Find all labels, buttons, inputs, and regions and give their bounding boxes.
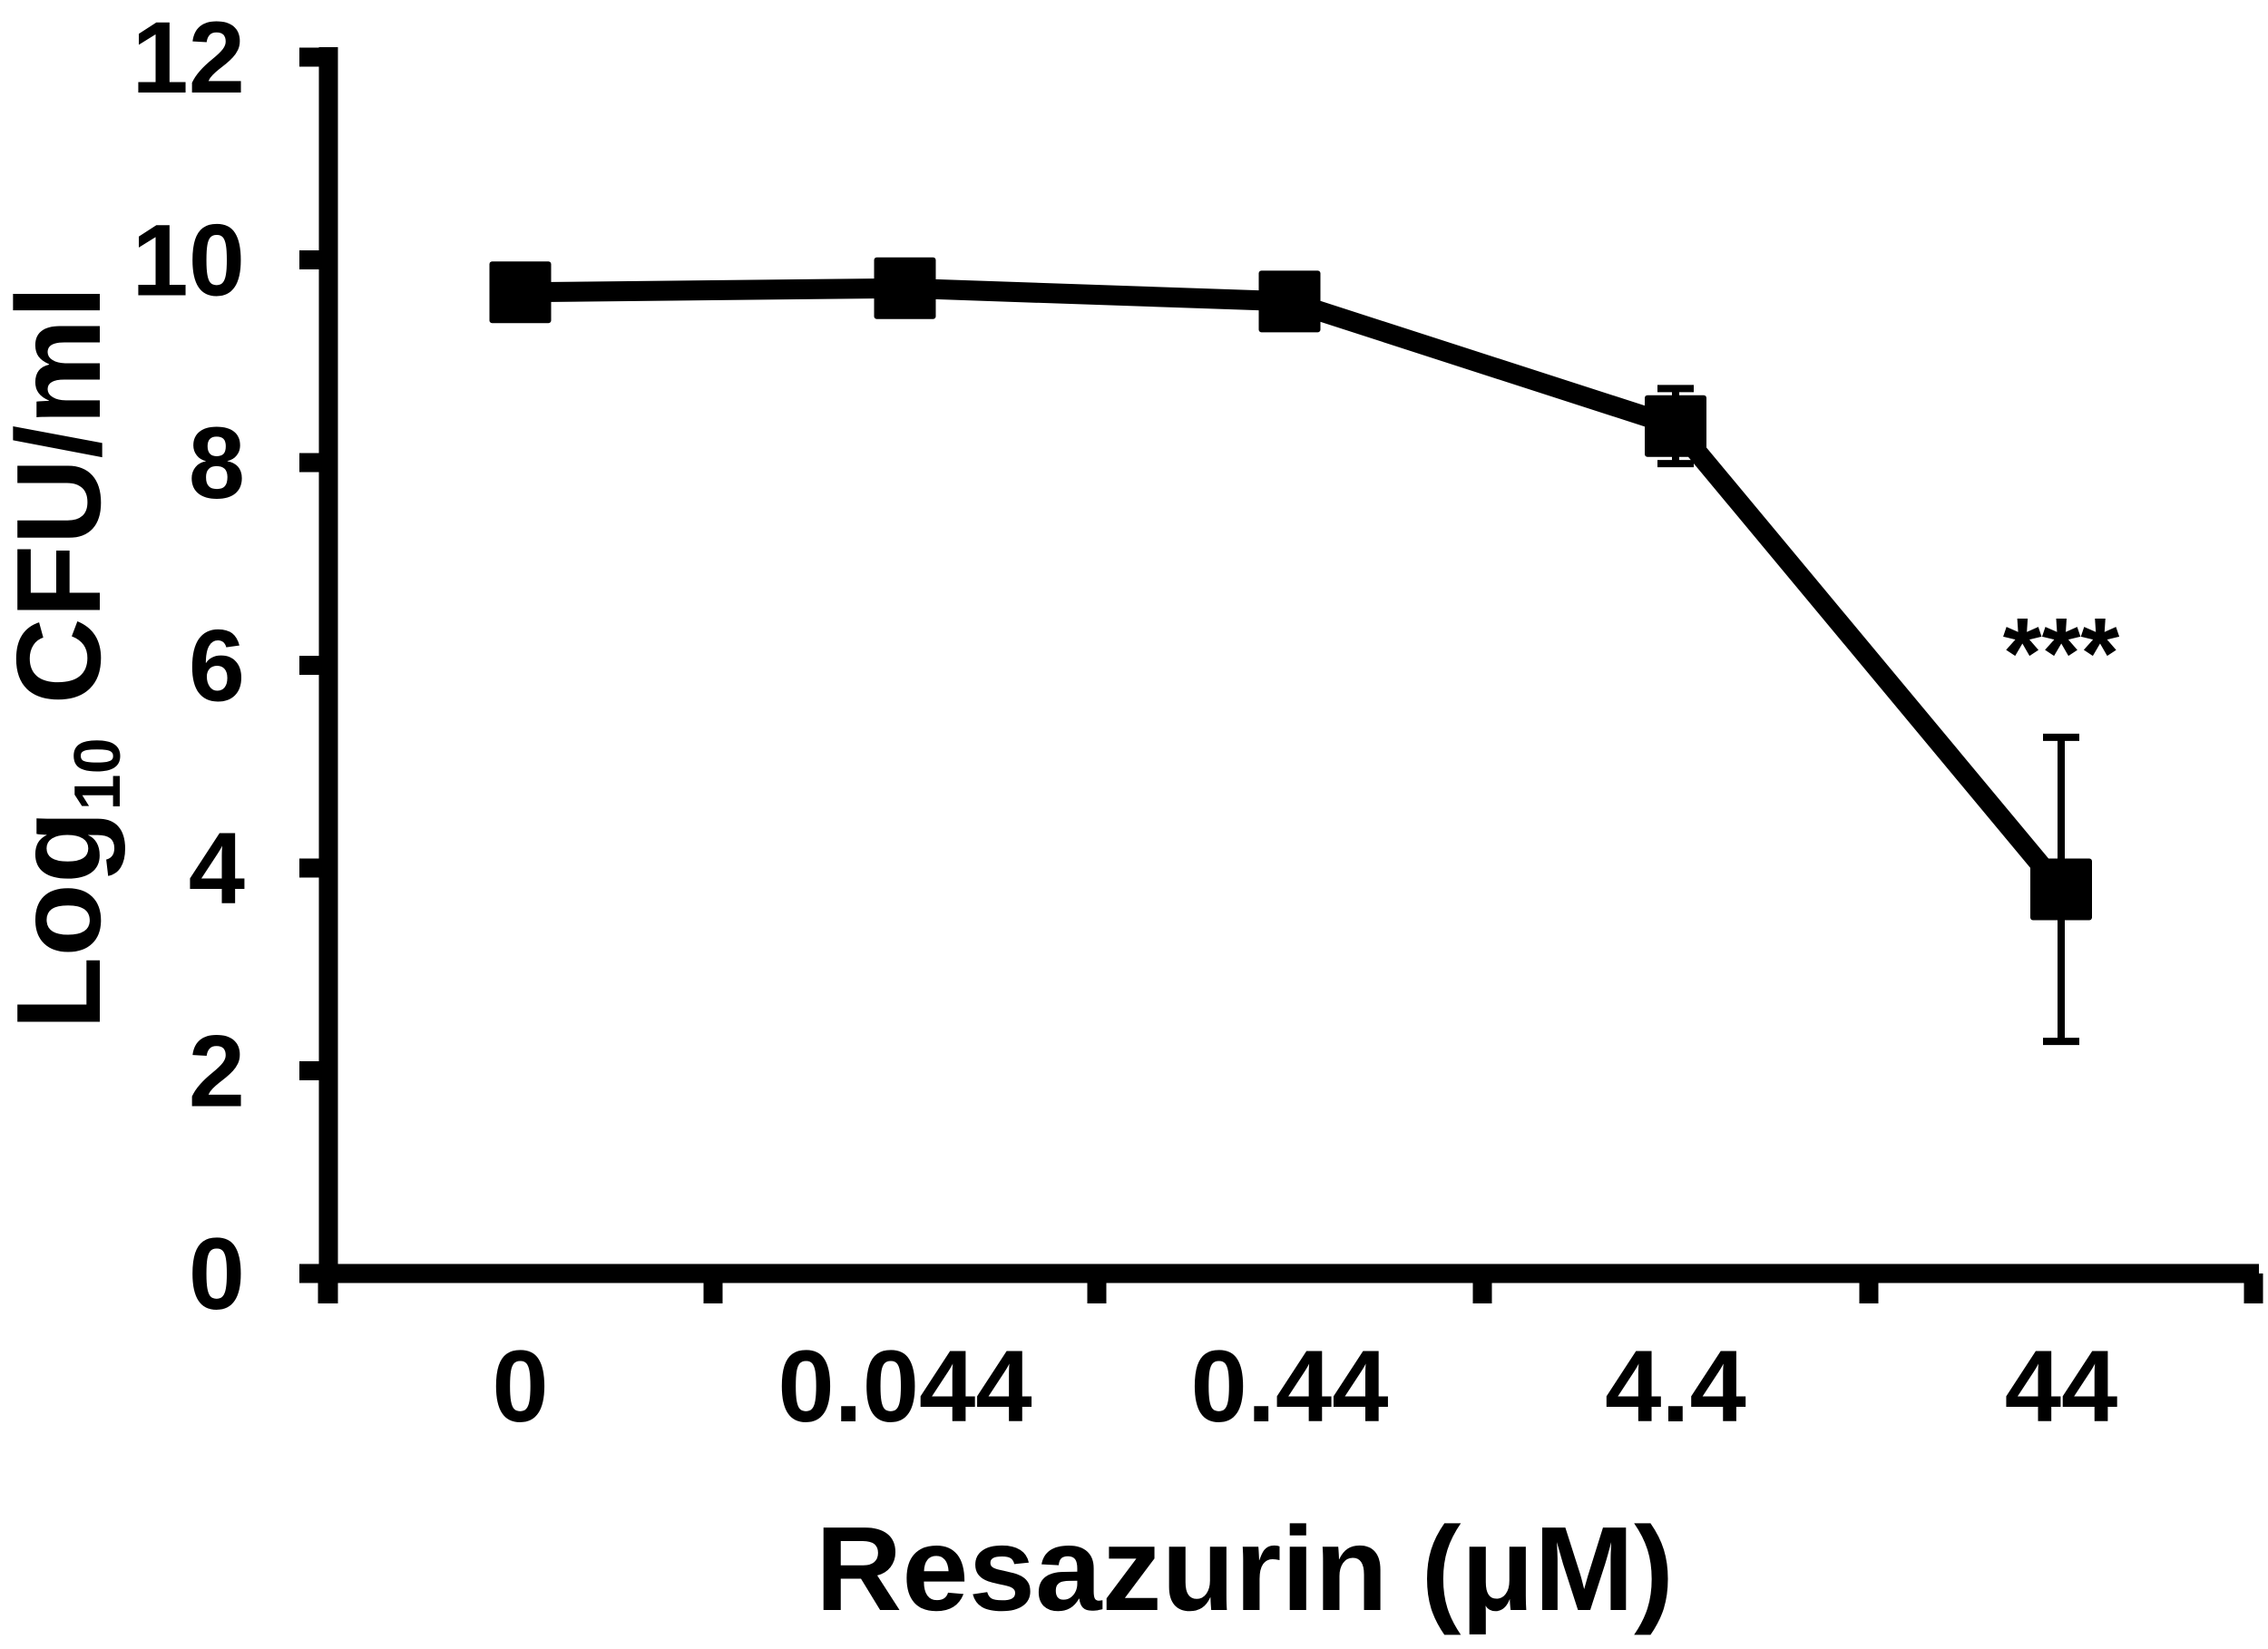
x-axis-tick-labels: 0 0.044 0.44 4.4 44: [492, 1330, 2117, 1443]
x-tick-label: 0.44: [1191, 1330, 1389, 1443]
x-tick-label: 0.044: [777, 1330, 1031, 1443]
significance-stars: ***: [2003, 598, 2120, 709]
data-point-marker: [1258, 270, 1321, 333]
data-series: ***: [489, 257, 2120, 1046]
series-line: [520, 278, 2069, 896]
x-tick-label: 4.4: [1605, 1330, 1746, 1443]
y-tick-label: 4: [189, 812, 245, 925]
y-tick-label: 10: [132, 204, 245, 317]
data-point-marker: [2030, 858, 2092, 921]
x-tick-label: 0: [492, 1330, 548, 1443]
y-axis-ticks: 0 2 4 6 8 10 12: [132, 1, 328, 1331]
y-tick-label: 8: [189, 406, 245, 520]
y-axis-title-base: Log: [0, 810, 125, 1029]
x-tick-label: 44: [2005, 1330, 2118, 1443]
x-axis-title: Resazurin (μM): [816, 1502, 1674, 1635]
data-point-marker: [1645, 395, 1706, 457]
y-tick-label: 0: [189, 1217, 245, 1331]
y-axis-title-sub: 10: [62, 737, 134, 810]
data-point-marker: [874, 257, 936, 319]
data-point-marker: [489, 261, 552, 324]
y-tick-label: 12: [132, 1, 245, 114]
y-tick-label: 6: [189, 610, 245, 723]
y-axis-title-rest: CFU/ml: [0, 286, 125, 738]
y-tick-label: 2: [189, 1015, 245, 1128]
y-axis-title: Log10 CFU/ml: [0, 286, 134, 1030]
